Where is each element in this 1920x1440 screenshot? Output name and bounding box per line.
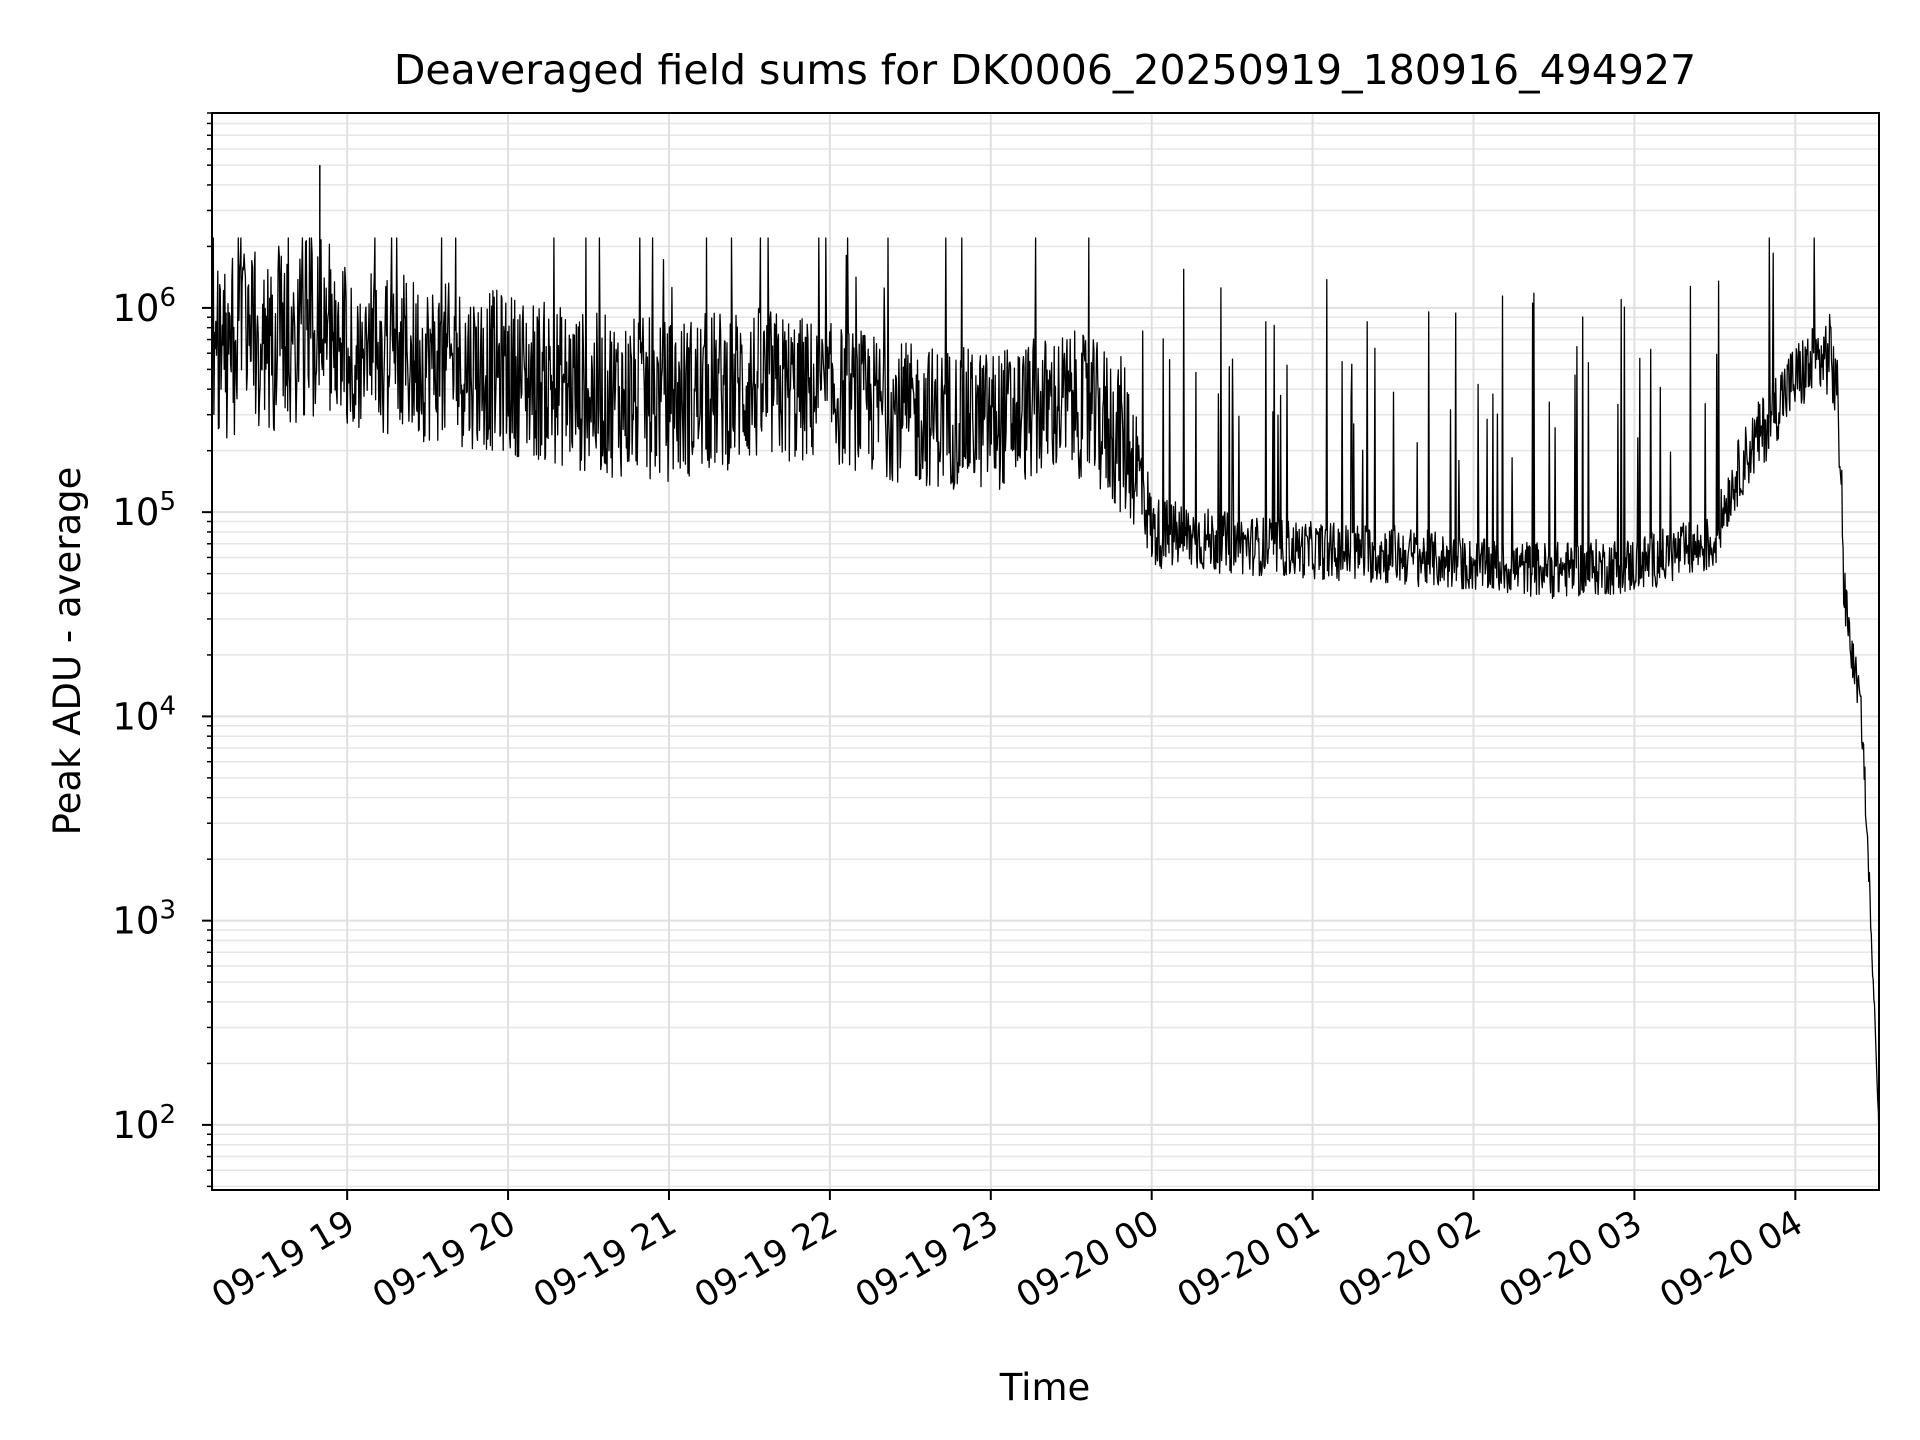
y-tick-label-exponent: 3 bbox=[159, 896, 176, 926]
x-tick-label: 09-20 03 bbox=[1493, 1203, 1649, 1316]
x-tick-label: 09-19 21 bbox=[527, 1203, 683, 1316]
x-tick-label: 09-20 02 bbox=[1332, 1203, 1488, 1316]
y-tick-label: 103 bbox=[112, 896, 176, 943]
y-tick-label: 102 bbox=[112, 1100, 176, 1147]
x-tick-label: 09-19 23 bbox=[849, 1203, 1005, 1316]
chart-title: Deaveraged field sums for DK0006_2025091… bbox=[394, 46, 1696, 94]
x-tick-label: 09-20 00 bbox=[1010, 1203, 1166, 1316]
y-tick-label-exponent: 6 bbox=[159, 283, 176, 313]
plot-frame bbox=[211, 112, 1880, 1191]
y-tick-label: 104 bbox=[112, 691, 176, 738]
x-axis: 09-19 19 09-19 20 09-19 21 09-19 22 09-19 23… bbox=[205, 1190, 1810, 1316]
x-tick-label: 09-20 01 bbox=[1171, 1203, 1327, 1316]
x-axis-label: Time bbox=[999, 1366, 1091, 1409]
series-layer bbox=[211, 165, 1880, 1145]
y-tick-label-base: 10 bbox=[112, 1104, 159, 1147]
x-tick-label: 09-20 04 bbox=[1654, 1203, 1810, 1316]
grid-major bbox=[212, 113, 1879, 1190]
x-tick-label: 09-19 22 bbox=[688, 1203, 844, 1316]
x-tick-label: 09-19 19 bbox=[205, 1203, 361, 1316]
y-tick-label-exponent: 2 bbox=[159, 1100, 176, 1130]
y-tick-label-base: 10 bbox=[112, 491, 159, 534]
y-tick-label: 106 bbox=[112, 283, 176, 330]
y-tick-label-base: 10 bbox=[112, 900, 159, 943]
x-tick-label: 09-19 20 bbox=[366, 1203, 522, 1316]
series-line bbox=[211, 237, 1880, 1145]
y-tick-label: 105 bbox=[112, 487, 176, 534]
y-tick-label-exponent: 4 bbox=[159, 691, 176, 721]
grid-minor bbox=[212, 112, 1879, 1188]
y-tick-label-exponent: 5 bbox=[159, 487, 176, 517]
y-axis-label: Peak ADU - average bbox=[46, 467, 89, 836]
y-tick-label-base: 10 bbox=[112, 287, 159, 330]
y-tick-label-base: 10 bbox=[112, 695, 159, 738]
